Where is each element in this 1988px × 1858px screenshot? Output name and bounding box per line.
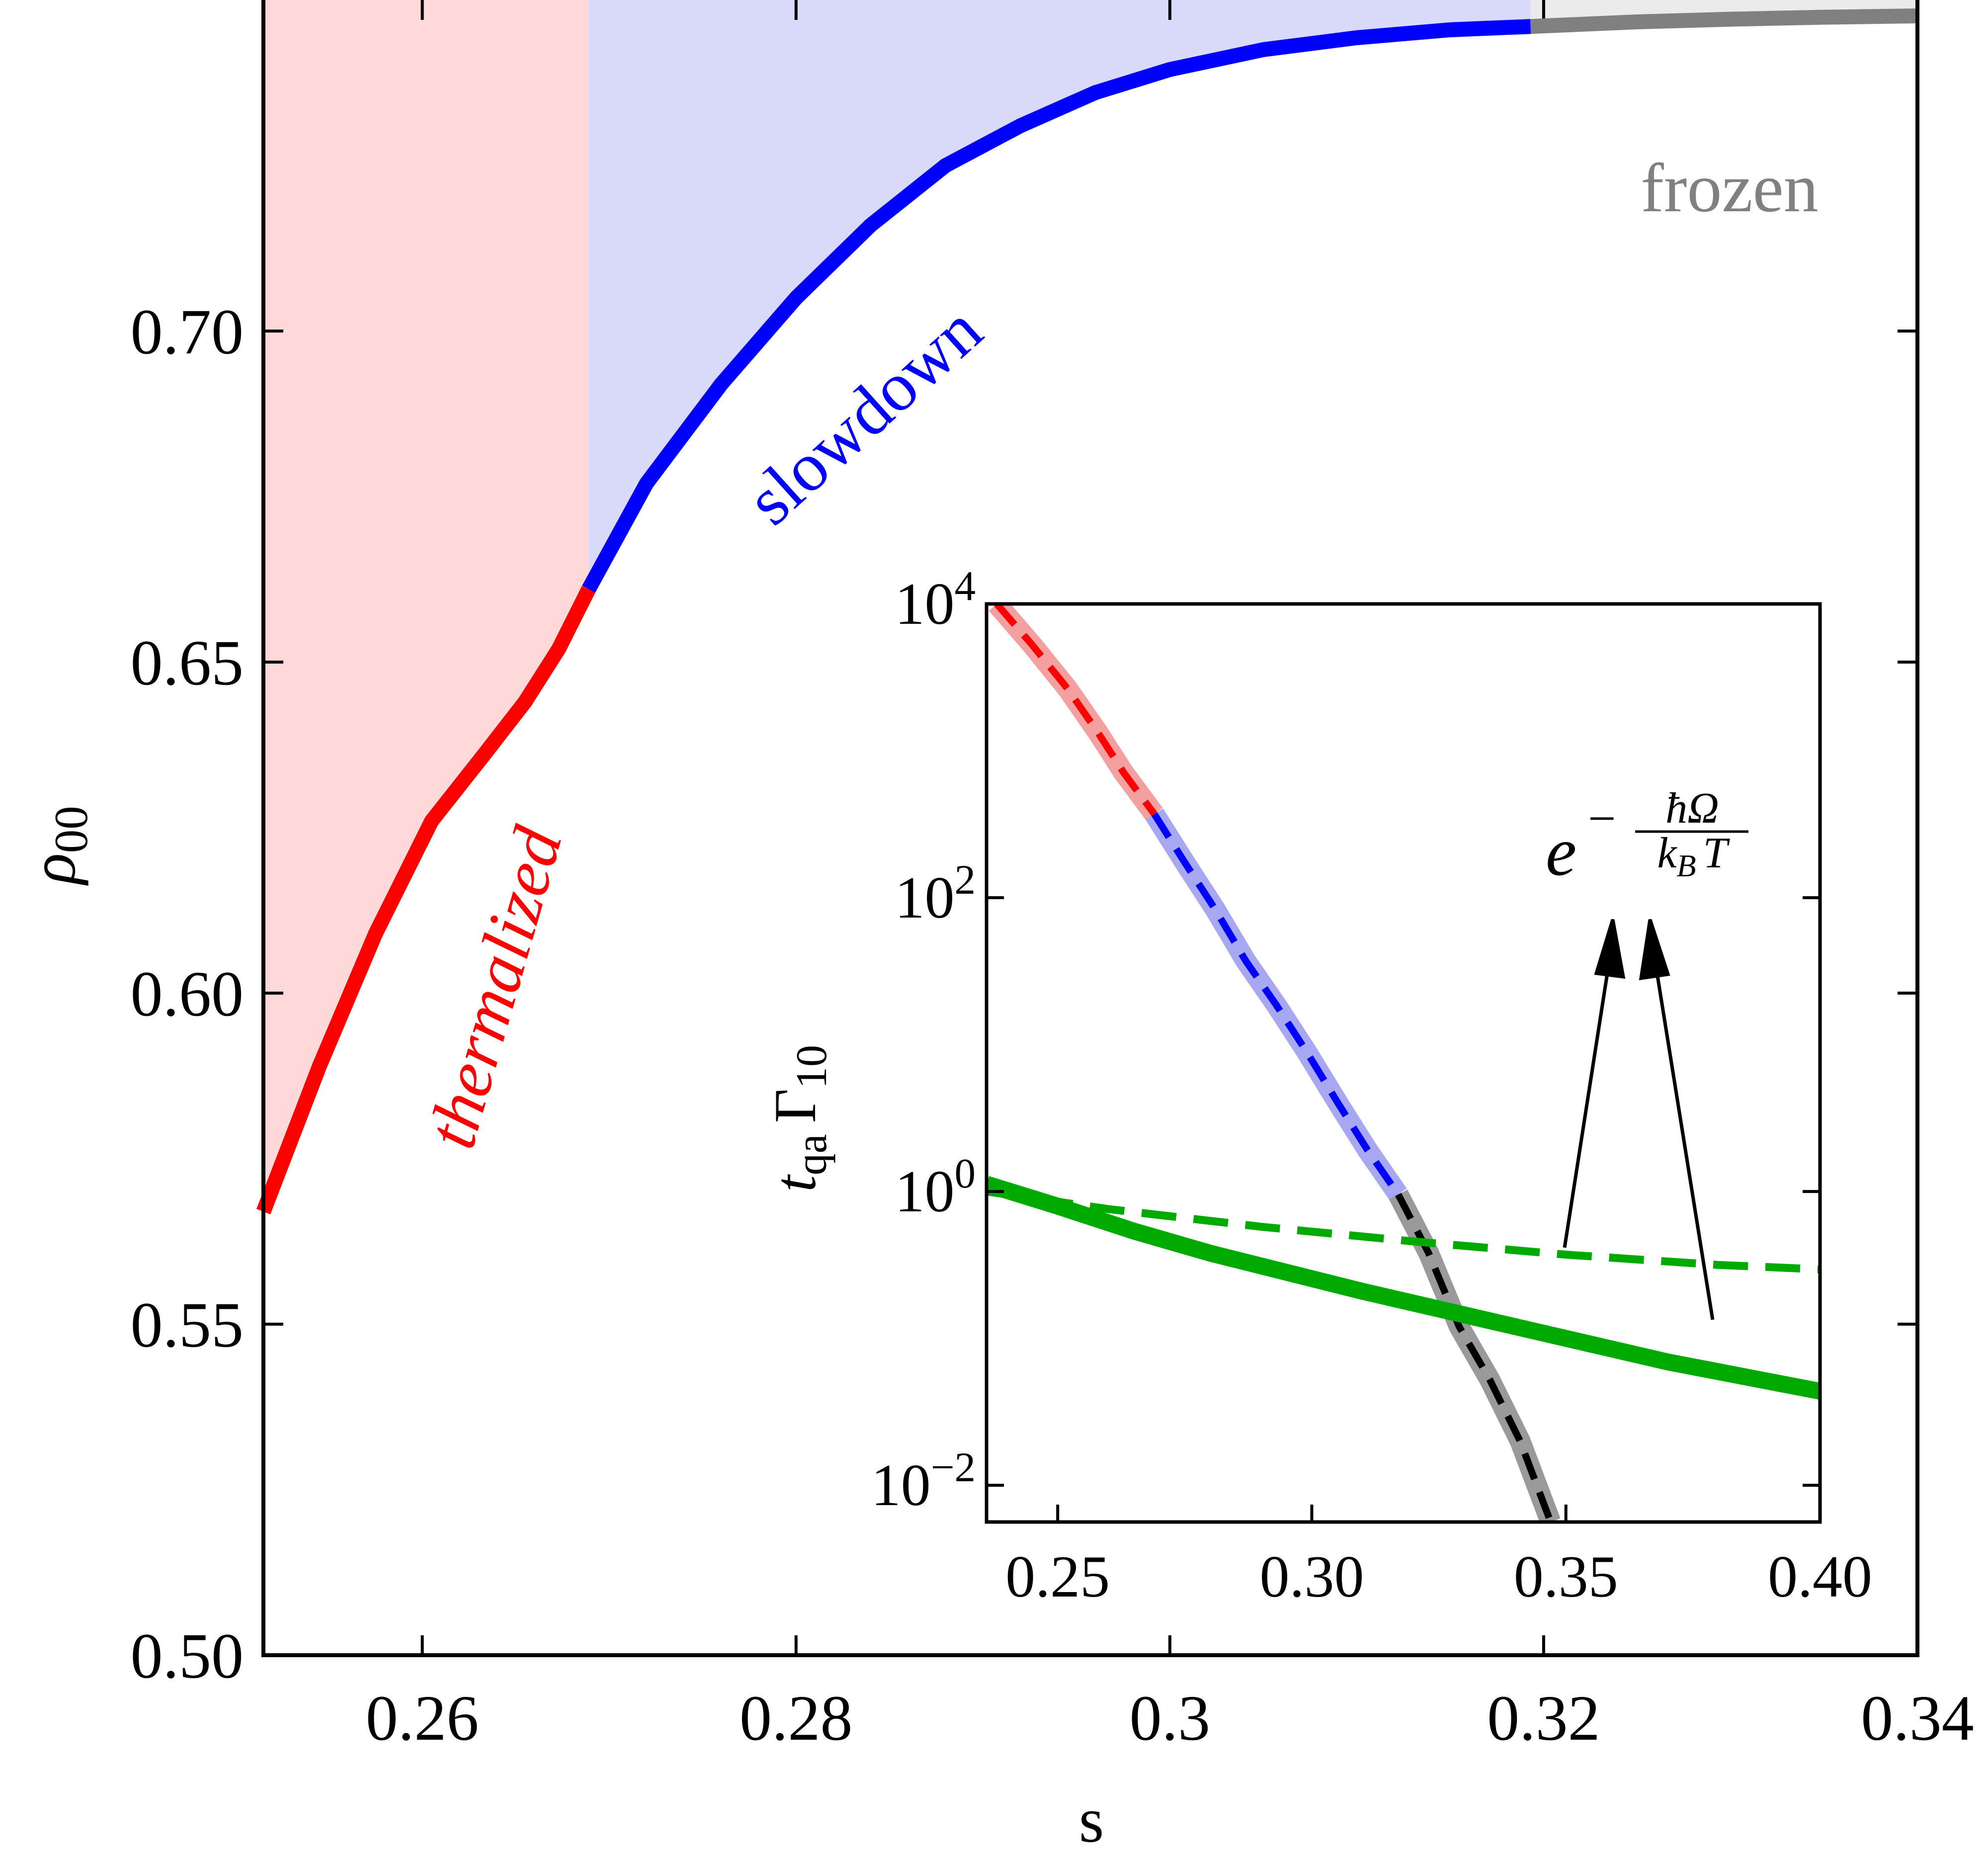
boltzmann-t: T	[1703, 829, 1731, 877]
y-tick-label: 0.50	[131, 1620, 244, 1692]
arrowhead-right	[1639, 919, 1670, 981]
rho00-curve-segment-1	[256, 586, 595, 1214]
y-tick-label: 0.55	[131, 1289, 244, 1361]
inset-y-tick-label: 100	[895, 1150, 976, 1224]
inset-x-tick-label: 0.35	[1514, 1543, 1618, 1609]
inset-y-label-gamma: Γ	[762, 1089, 828, 1123]
y-label-rho: ρ	[17, 853, 89, 886]
arrowhead-left	[1594, 919, 1626, 979]
inset-dashed-fit-1	[994, 604, 1158, 816]
tick-exponent: 0	[955, 1150, 976, 1197]
inset-x-tick-label: 0.25	[1005, 1543, 1110, 1609]
inset-y-label-sub-qa: qa	[788, 1134, 836, 1175]
inset-y-tick-label: 104	[895, 563, 976, 637]
inset-y-axis-label: tqa Γ10	[762, 1045, 836, 1192]
rho00-curve-segment-3	[1530, 8, 1918, 34]
y-tick-label: 0.70	[131, 296, 244, 368]
inset-y-label-t: t	[762, 1174, 828, 1192]
y-tick-label: 0.60	[131, 958, 244, 1030]
main-curves	[256, 8, 1918, 1214]
boltzmann-arrows	[1563, 919, 1715, 1320]
green-solid-curve	[987, 1176, 1820, 1400]
x-tick-label: 0.28	[740, 1683, 853, 1754]
frozen-label: frozen	[1641, 150, 1819, 227]
y-label-subscript: 00	[45, 806, 97, 853]
inset-dashed-fit-2	[1151, 812, 1402, 1196]
tick-base: 10	[895, 571, 955, 637]
inset-x-tick-label: 0.30	[1259, 1543, 1364, 1609]
boltzmann-denominator: kB T	[1657, 829, 1730, 883]
green-dashed-curve	[987, 1187, 1820, 1273]
boltzmann-annotation: e − ħΩ kB T	[1546, 784, 1748, 890]
tick-exponent: 4	[955, 563, 976, 609]
arrow-to-dashed-green	[1563, 954, 1612, 1248]
main-x-axis-label: s	[1079, 1784, 1104, 1856]
inset-y-tick-label: 10−2	[871, 1444, 976, 1518]
y-tick-label: 0.65	[131, 627, 244, 699]
x-tick-label: 0.26	[366, 1683, 479, 1754]
inset-x-tick-label: 0.40	[1768, 1543, 1872, 1609]
main-ticks: 0.26 0.28 0.3 0.32 0.34 0.50 0.55 0.60 0.65 0.70	[131, 0, 1974, 1754]
inset-y-label-sub-10: 10	[788, 1045, 836, 1089]
boltzmann-numerator: ħΩ	[1665, 784, 1719, 833]
boltzmann-e: e	[1546, 813, 1576, 890]
arrow-to-solid-green	[1652, 954, 1715, 1320]
boltzmann-k: k	[1657, 829, 1677, 877]
x-tick-label: 0.3	[1130, 1683, 1211, 1754]
main-plot-frame	[261, 0, 1919, 1657]
tick-base: 10	[895, 864, 955, 930]
x-tick-label: 0.32	[1487, 1683, 1600, 1754]
tick-base: 10	[871, 1452, 931, 1518]
inset-plot-frame	[985, 602, 1822, 1524]
tick-base: 10	[895, 1158, 955, 1224]
x-tick-label: 0.34	[1861, 1683, 1974, 1754]
inset-y-tick-label: 102	[895, 856, 976, 930]
boltzmann-sub-b: B	[1677, 848, 1696, 883]
rho00-curve-segment-2	[582, 19, 1531, 593]
tick-exponent: −2	[931, 1444, 976, 1491]
tick-exponent: 2	[955, 856, 976, 903]
main-y-axis-label: ρ00	[17, 806, 97, 886]
boltzmann-minus: −	[1588, 791, 1616, 846]
inset-curves	[987, 604, 1820, 1522]
